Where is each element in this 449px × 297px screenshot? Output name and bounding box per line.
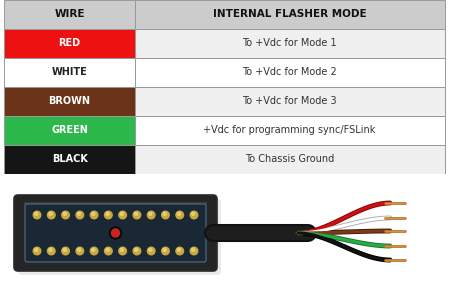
Circle shape xyxy=(33,211,41,219)
Circle shape xyxy=(149,212,152,215)
Circle shape xyxy=(162,211,169,219)
Circle shape xyxy=(177,248,180,251)
Circle shape xyxy=(176,211,184,219)
Circle shape xyxy=(111,229,119,237)
Text: INTERNAL FLASHER MODE: INTERNAL FLASHER MODE xyxy=(213,10,366,20)
Circle shape xyxy=(133,247,141,255)
Circle shape xyxy=(120,212,123,215)
Circle shape xyxy=(110,227,122,239)
Circle shape xyxy=(105,247,112,255)
Circle shape xyxy=(120,248,123,251)
Circle shape xyxy=(105,211,112,219)
Circle shape xyxy=(119,247,127,255)
Bar xyxy=(135,116,445,145)
FancyBboxPatch shape xyxy=(14,195,217,271)
Circle shape xyxy=(76,247,84,255)
Circle shape xyxy=(63,212,66,215)
Circle shape xyxy=(90,211,98,219)
Text: BLACK: BLACK xyxy=(52,154,88,164)
Bar xyxy=(4,116,135,145)
Text: To +Vdc for Mode 1: To +Vdc for Mode 1 xyxy=(242,38,337,48)
Bar xyxy=(4,87,135,116)
FancyBboxPatch shape xyxy=(18,199,221,275)
Circle shape xyxy=(163,212,166,215)
Circle shape xyxy=(49,248,52,251)
Circle shape xyxy=(135,248,138,251)
Bar xyxy=(135,29,445,58)
Circle shape xyxy=(78,248,80,251)
Circle shape xyxy=(192,248,195,251)
Circle shape xyxy=(92,212,95,215)
Circle shape xyxy=(147,211,155,219)
Circle shape xyxy=(119,211,127,219)
Text: WHITE: WHITE xyxy=(52,67,88,78)
Bar xyxy=(135,87,445,116)
Circle shape xyxy=(35,212,38,215)
Circle shape xyxy=(135,212,138,215)
Circle shape xyxy=(190,247,198,255)
Circle shape xyxy=(90,247,98,255)
Circle shape xyxy=(48,211,55,219)
Circle shape xyxy=(78,212,80,215)
Bar xyxy=(135,58,445,87)
Circle shape xyxy=(147,247,155,255)
Circle shape xyxy=(62,211,69,219)
Bar xyxy=(4,0,135,29)
Circle shape xyxy=(176,247,184,255)
Circle shape xyxy=(62,247,69,255)
Circle shape xyxy=(33,247,41,255)
Circle shape xyxy=(63,248,66,251)
Bar xyxy=(4,145,135,174)
Text: GREEN: GREEN xyxy=(51,125,88,135)
Text: WIRE: WIRE xyxy=(54,10,85,20)
Circle shape xyxy=(92,248,95,251)
Circle shape xyxy=(149,248,152,251)
Text: To +Vdc for Mode 2: To +Vdc for Mode 2 xyxy=(242,67,337,78)
Circle shape xyxy=(162,247,169,255)
Circle shape xyxy=(48,247,55,255)
Text: To Chassis Ground: To Chassis Ground xyxy=(245,154,334,164)
Bar xyxy=(24,202,207,205)
Circle shape xyxy=(192,212,195,215)
Text: BROWN: BROWN xyxy=(48,96,91,106)
Bar xyxy=(135,145,445,174)
Circle shape xyxy=(76,211,84,219)
FancyBboxPatch shape xyxy=(25,204,206,262)
Circle shape xyxy=(49,212,52,215)
Text: To +Vdc for Mode 3: To +Vdc for Mode 3 xyxy=(242,96,337,106)
Circle shape xyxy=(133,211,141,219)
Text: RED: RED xyxy=(58,38,81,48)
Text: +Vdc for programming sync/FSLink: +Vdc for programming sync/FSLink xyxy=(203,125,376,135)
Circle shape xyxy=(106,212,109,215)
Circle shape xyxy=(190,211,198,219)
Circle shape xyxy=(35,248,38,251)
Circle shape xyxy=(163,248,166,251)
Bar xyxy=(4,29,135,58)
Circle shape xyxy=(106,248,109,251)
Bar xyxy=(4,58,135,87)
Bar xyxy=(135,0,445,29)
Circle shape xyxy=(177,212,180,215)
